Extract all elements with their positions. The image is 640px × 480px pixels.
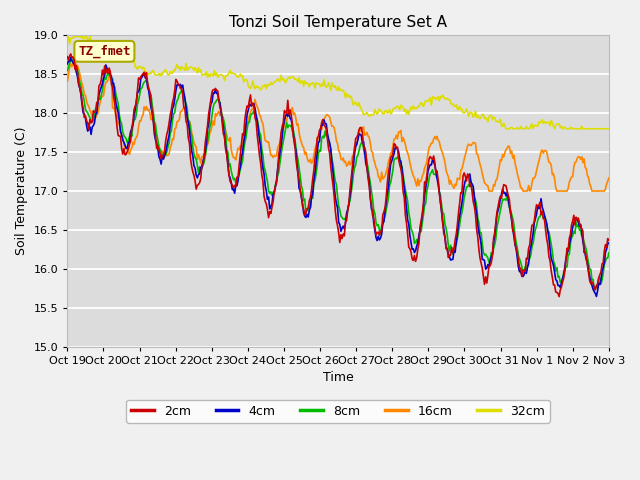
- 16cm: [557, 188, 565, 194]
- 2cm: [233, 174, 241, 180]
- 2cm: [394, 144, 401, 150]
- 8cm: [605, 250, 612, 255]
- 2cm: [463, 178, 470, 184]
- 16cm: [63, 79, 71, 84]
- 4cm: [293, 158, 301, 164]
- 8cm: [68, 57, 76, 62]
- 16cm: [394, 136, 401, 142]
- X-axis label: Time: Time: [323, 372, 353, 384]
- Title: Tonzi Soil Temperature Set A: Tonzi Soil Temperature Set A: [229, 15, 447, 30]
- 4cm: [394, 146, 401, 152]
- Line: 16cm: 16cm: [67, 59, 609, 191]
- 8cm: [293, 151, 301, 157]
- 8cm: [463, 184, 470, 190]
- 16cm: [70, 56, 78, 61]
- 4cm: [605, 240, 612, 246]
- Legend: 2cm, 4cm, 8cm, 16cm, 32cm: 2cm, 4cm, 8cm, 16cm, 32cm: [127, 400, 550, 423]
- 2cm: [557, 284, 565, 290]
- 16cm: [367, 148, 375, 154]
- 4cm: [67, 55, 75, 60]
- 4cm: [233, 183, 241, 189]
- 32cm: [394, 103, 401, 109]
- 8cm: [63, 68, 71, 73]
- Line: 4cm: 4cm: [67, 58, 609, 297]
- Line: 32cm: 32cm: [67, 34, 609, 129]
- 4cm: [556, 285, 564, 290]
- 4cm: [63, 61, 71, 67]
- 8cm: [590, 287, 598, 292]
- 8cm: [394, 154, 401, 160]
- 32cm: [557, 123, 565, 129]
- 2cm: [367, 202, 375, 208]
- 2cm: [293, 164, 301, 169]
- 2cm: [63, 54, 71, 60]
- 2cm: [556, 294, 563, 300]
- 8cm: [233, 176, 241, 182]
- 32cm: [605, 126, 612, 132]
- 2cm: [605, 237, 612, 243]
- 32cm: [70, 31, 78, 37]
- 32cm: [367, 112, 375, 118]
- 4cm: [593, 294, 600, 300]
- 32cm: [463, 106, 470, 112]
- 16cm: [463, 147, 470, 153]
- 16cm: [485, 188, 493, 194]
- 16cm: [293, 122, 301, 128]
- Y-axis label: Soil Temperature (C): Soil Temperature (C): [15, 127, 28, 255]
- Line: 8cm: 8cm: [67, 60, 609, 289]
- Line: 2cm: 2cm: [67, 54, 609, 297]
- 32cm: [502, 126, 510, 132]
- 32cm: [233, 74, 241, 80]
- 16cm: [233, 150, 241, 156]
- 2cm: [67, 51, 75, 57]
- 32cm: [293, 77, 301, 83]
- 8cm: [556, 279, 564, 285]
- Text: TZ_fmet: TZ_fmet: [78, 45, 131, 58]
- 4cm: [367, 206, 375, 212]
- 32cm: [63, 35, 71, 41]
- 8cm: [367, 189, 375, 194]
- 16cm: [605, 175, 612, 181]
- 4cm: [463, 175, 470, 180]
